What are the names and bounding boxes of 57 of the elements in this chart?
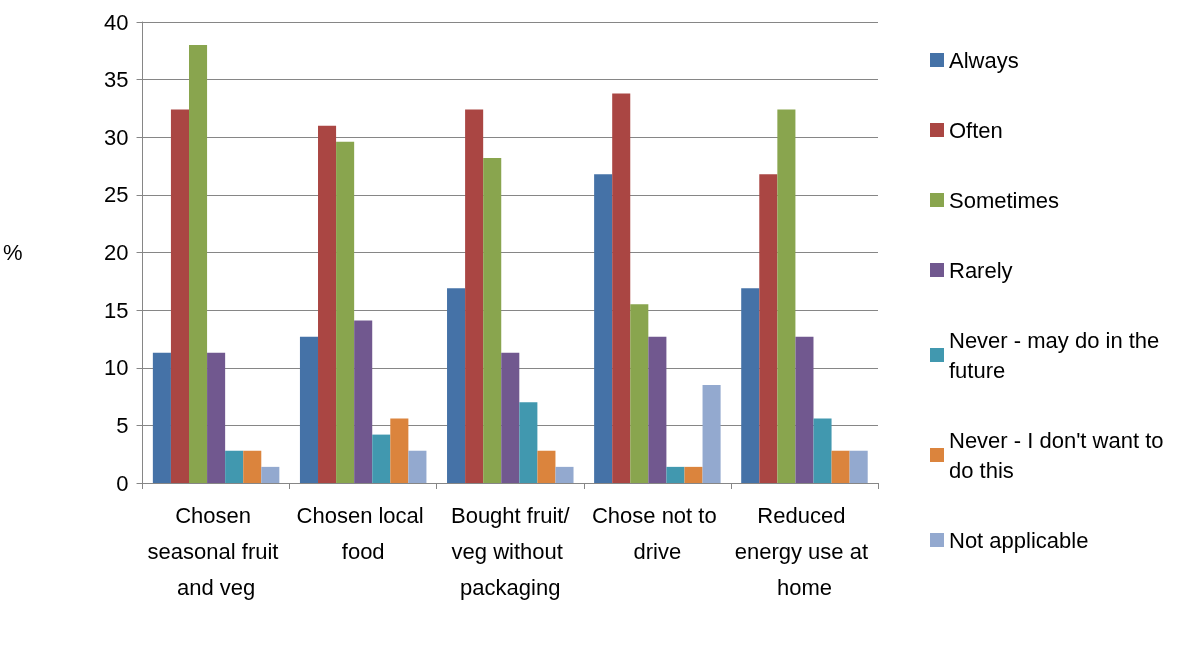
legend-label: Sometimes: [949, 187, 1060, 213]
bar: [170, 109, 189, 483]
bar: [189, 45, 208, 483]
bar: [483, 158, 502, 483]
bar: [759, 174, 778, 483]
y-tick-label: 30: [104, 124, 129, 150]
bar: [777, 109, 796, 483]
y-tick-label: 20: [104, 240, 129, 265]
bar: [795, 336, 814, 483]
bar: [501, 352, 520, 483]
bar: [741, 288, 760, 483]
legend-label: Often: [949, 117, 1003, 143]
bar: [849, 450, 868, 483]
bar: [813, 418, 832, 483]
bar: [447, 288, 466, 483]
bar: [152, 352, 171, 483]
bar: [630, 304, 649, 483]
y-tick-label: 35: [104, 67, 129, 93]
x-tick-label: Chosen local food: [296, 502, 430, 564]
legend-label: Not applicable: [949, 527, 1089, 553]
bar: [390, 418, 409, 483]
bar: [299, 336, 319, 483]
bar: [372, 434, 391, 483]
y-tick-label: 40: [104, 9, 129, 35]
x-tick-label: Reduced energy use at home: [734, 502, 875, 600]
bar: [666, 466, 685, 483]
y-tick-label: 25: [104, 182, 129, 208]
bar: [648, 336, 667, 483]
bar: [243, 450, 262, 483]
bar: [261, 466, 280, 483]
bar: [831, 450, 850, 483]
y-tick-label: 15: [104, 297, 129, 323]
bar: [594, 174, 613, 483]
y-axis-title: %: [3, 240, 23, 265]
bar: [225, 450, 244, 483]
legend-label: Never - may do in the future: [949, 327, 1166, 383]
bar: [612, 93, 631, 483]
x-tick-label: Chosen seasonal fruit and veg: [147, 502, 285, 600]
bar: [702, 385, 721, 483]
bar: [555, 466, 574, 483]
bar: [354, 320, 373, 483]
y-tick-label: 5: [116, 412, 129, 438]
bar: [207, 352, 226, 483]
x-tick-label: Chose not to drive: [591, 502, 723, 564]
bar: [537, 450, 556, 483]
bar: [336, 141, 355, 483]
y-tick-label: 10: [104, 355, 129, 381]
bar: [408, 450, 427, 483]
x-tick-label: Bought fruit/veg without packaging: [450, 502, 571, 600]
y-tick-label: 0: [116, 470, 129, 496]
legend-label: Rarely: [949, 257, 1013, 283]
bar: [465, 109, 484, 483]
legend-label: Always: [949, 47, 1019, 73]
bar: [519, 402, 538, 483]
legend-label: Never - I don't want to do this: [949, 427, 1170, 483]
bar: [318, 125, 337, 483]
bar: [684, 466, 703, 483]
